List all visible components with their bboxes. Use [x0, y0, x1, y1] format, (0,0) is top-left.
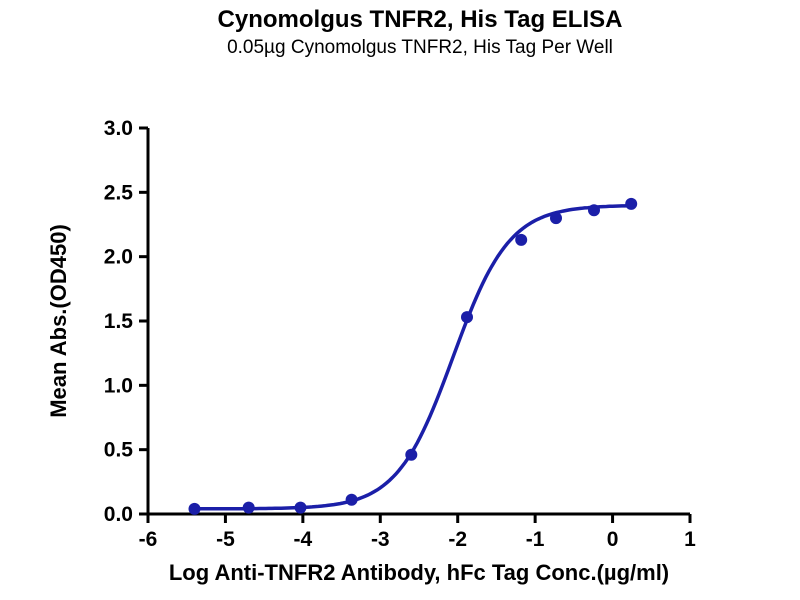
y-tick-label: 1.0 [104, 374, 133, 397]
x-tick-label: -6 [139, 528, 158, 551]
data-point [461, 311, 473, 324]
y-tick-label: 3.0 [104, 117, 133, 140]
y-tick-label: 0.5 [104, 439, 134, 462]
x-axis-label: Log Anti-TNFR2 Antibody, hFc Tag Conc.(µ… [169, 560, 669, 585]
data-point [625, 197, 638, 210]
y-tick-label: 0.0 [104, 503, 133, 526]
y-tick-label: 2.5 [104, 181, 134, 204]
x-tick-label: 1 [684, 528, 696, 551]
data-point [550, 212, 562, 225]
data-point [242, 501, 255, 514]
data-point [294, 501, 307, 514]
axes [146, 128, 690, 516]
y-axis-label: Mean Abs.(OD450) [46, 224, 71, 418]
x-tick-label: -1 [526, 528, 545, 551]
chart-subtitle: 0.05µg Cynomolgus TNFR2, His Tag Per Wel… [227, 37, 613, 58]
data-point [588, 204, 600, 217]
x-tick-label: -4 [294, 528, 313, 551]
x-tick-label: 0 [607, 528, 619, 551]
x-tick-label: -2 [448, 528, 467, 551]
data-point [515, 233, 528, 246]
x-tick-label: -3 [371, 528, 390, 551]
data-point [345, 493, 358, 506]
x-tick-label: -5 [216, 528, 235, 551]
chart-title: Cynomolgus TNFR2, His Tag ELISA [217, 6, 623, 33]
fit-curve [192, 203, 633, 511]
y-tick-label: 2.0 [104, 246, 133, 269]
y-tick-label: 1.5 [104, 310, 134, 333]
data-point [188, 502, 201, 515]
data-point [405, 448, 418, 461]
